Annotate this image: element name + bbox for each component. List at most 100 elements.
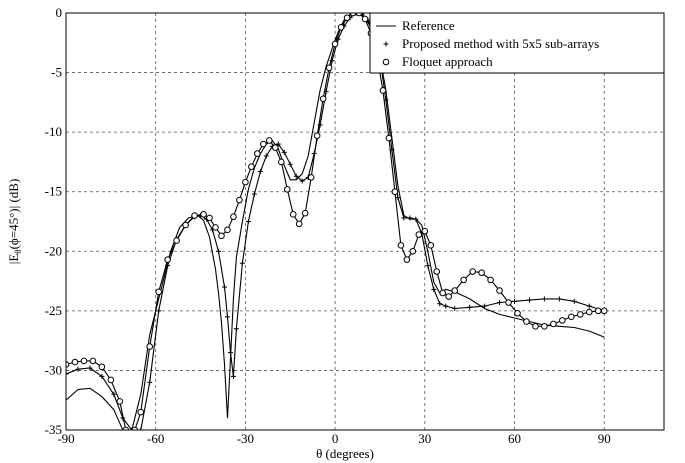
y-tick-label: -15 [45, 184, 62, 199]
data-point-plus [147, 379, 153, 385]
series-layer [66, 13, 608, 430]
data-point-circle [248, 163, 255, 170]
data-point-plus [75, 366, 81, 372]
data-point-plus [129, 427, 135, 430]
data-point-circle [541, 323, 548, 330]
data-point-circle [155, 288, 162, 296]
data-point-circle [433, 268, 441, 275]
data-point-plus [497, 300, 503, 306]
x-tick-label: 60 [508, 431, 521, 446]
data-point-plus [287, 161, 293, 167]
data-point-circle [439, 289, 447, 297]
y-tick-label: -10 [45, 124, 62, 139]
legend: Reference Proposed method with 5x5 sub-ar… [369, 12, 665, 74]
legend-entry: Reference [376, 18, 455, 33]
data-point-plus [257, 168, 263, 174]
legend-entry: Proposed method with 5x5 sub-arrays [383, 36, 599, 51]
data-point-circle [532, 323, 539, 330]
data-point-circle [559, 317, 566, 324]
y-tick-label: -25 [45, 303, 62, 318]
data-point-circle [568, 313, 575, 321]
data-point-circle [307, 174, 315, 181]
data-point-circle [80, 357, 88, 365]
data-point-circle [337, 23, 345, 31]
x-tick-label: -90 [57, 431, 74, 446]
data-point-plus [66, 371, 69, 377]
data-point-circle [343, 14, 351, 22]
data-point-plus [353, 13, 359, 16]
y-axis-label-sub: θ [13, 249, 23, 253]
data-point-plus [437, 301, 443, 307]
data-point-plus [281, 149, 287, 155]
data-point-circle [236, 196, 243, 204]
data-point-plus [87, 365, 93, 371]
data-point-plus [526, 297, 532, 303]
data-point-circle [382, 58, 390, 66]
data-point-circle [319, 95, 327, 103]
data-point-plus [99, 373, 105, 379]
data-point-plus [482, 303, 488, 309]
data-point-circle [409, 247, 417, 255]
data-point-plus [586, 303, 592, 309]
data-point-plus [156, 308, 162, 314]
data-point-plus [395, 195, 401, 201]
plot-frame [65, 12, 665, 431]
data-point-plus [452, 305, 458, 311]
x-tick-label: 90 [598, 431, 611, 446]
series-line [66, 13, 605, 430]
data-point-circle [206, 214, 213, 222]
data-point-circle [594, 307, 602, 315]
data-point-circle [295, 220, 303, 228]
data-point-plus [239, 260, 245, 266]
data-point-circle [173, 237, 180, 244]
data-point-circle [379, 87, 387, 94]
data-point-plus [383, 41, 389, 47]
data-point-circle [71, 358, 79, 366]
data-point-circle [550, 320, 557, 328]
legend-items: Reference Proposed method with 5x5 sub-ar… [376, 18, 599, 69]
y-tick-label: -30 [45, 362, 62, 377]
data-point-circle [116, 398, 124, 405]
data-point-circle [349, 13, 357, 17]
legend-label: Proposed method with 5x5 sub-arrays [402, 36, 599, 51]
data-point-plus [227, 350, 233, 356]
data-point-plus [467, 304, 473, 310]
data-point-plus [111, 391, 117, 397]
legend-label: Floquet approach [402, 54, 493, 69]
data-point-circle [137, 408, 145, 416]
legend-box [369, 12, 665, 74]
data-point-circle [355, 13, 363, 17]
data-point-circle [254, 150, 261, 157]
data-point-circle [421, 227, 429, 235]
data-point-plus [275, 141, 281, 147]
data-point-circle [514, 309, 521, 317]
data-point-circle [313, 132, 321, 140]
y-tick-label: -20 [45, 243, 62, 258]
data-point-circle [385, 134, 393, 142]
data-point-circle [523, 318, 530, 325]
data-point-plus [221, 284, 227, 290]
y-axis-label-post: (ϕ=45°)| (dB) [6, 179, 21, 250]
data-point-circle [496, 287, 503, 294]
data-point-plus [571, 298, 577, 304]
x-tick-label: 0 [332, 431, 339, 446]
data-point-circle [445, 293, 453, 300]
data-point-plus [138, 427, 144, 430]
data-point-circle [218, 232, 225, 240]
data-point-circle [331, 40, 339, 48]
data-point-circle [427, 242, 435, 249]
data-point-circle [391, 188, 399, 196]
data-point-circle [576, 311, 584, 318]
data-point-plus [413, 216, 419, 222]
data-point-plus [299, 178, 305, 184]
data-point-circle [122, 426, 130, 430]
data-point-plus [431, 286, 437, 292]
y-axis-label-pre: |E [6, 254, 21, 265]
y-tick-label: 0 [56, 5, 63, 20]
data-point-plus [541, 296, 547, 302]
x-axis-label: θ (degrees) [316, 446, 374, 461]
y-axis-label: |Eθ(ϕ=45°)| (dB) [6, 179, 23, 265]
data-point-circle [131, 426, 139, 430]
legend-label: Reference [402, 18, 455, 33]
